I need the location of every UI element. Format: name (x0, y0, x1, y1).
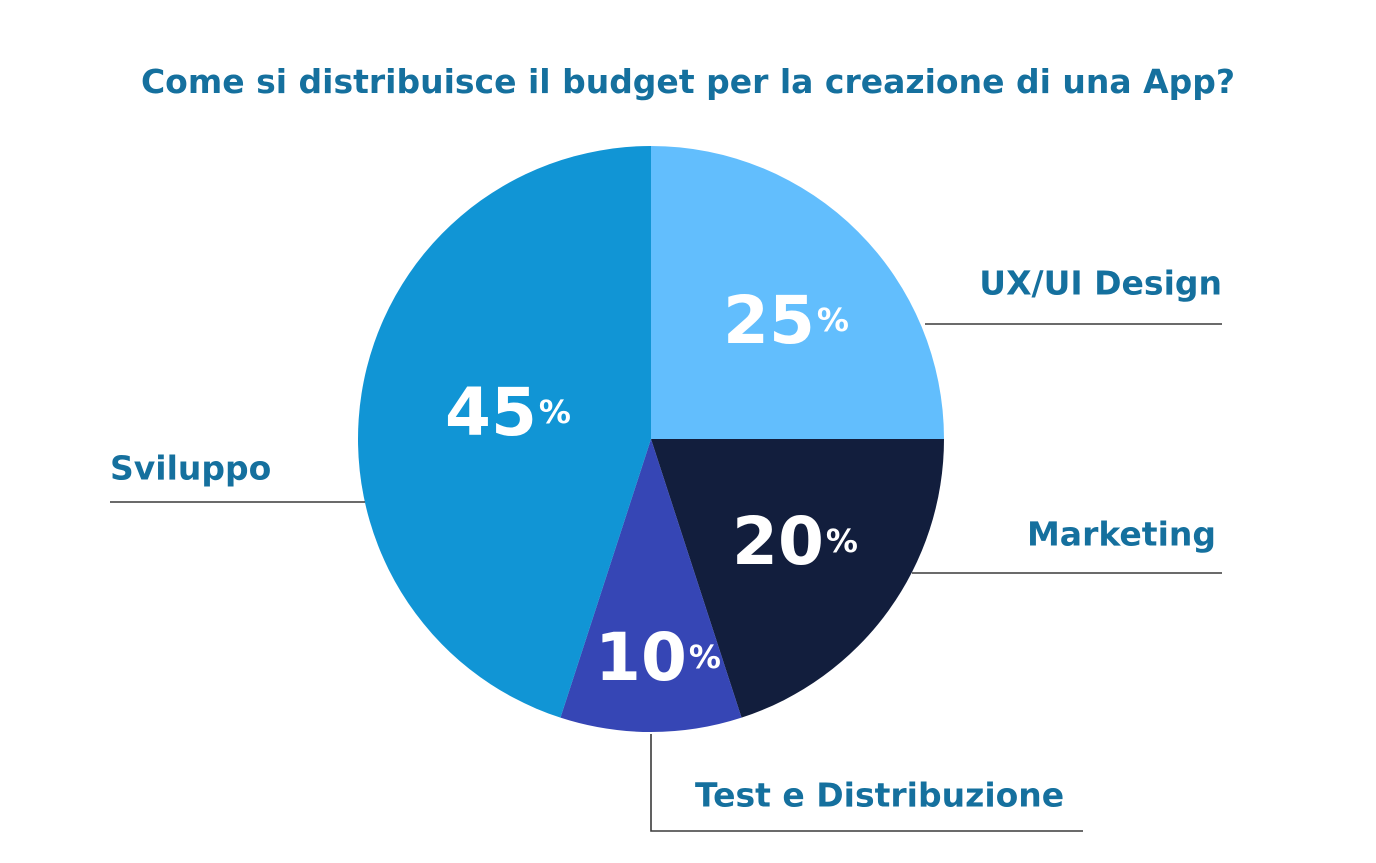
percent-sign: % (539, 393, 571, 431)
pie-slice-test-e-distribuzione (560, 439, 742, 732)
value-number: 25 (723, 282, 815, 359)
value-label-ux-ui-design: 25% (723, 282, 849, 359)
percent-sign: % (817, 301, 849, 339)
percent-sign: % (689, 638, 721, 676)
value-label-sviluppo: 45% (445, 374, 571, 451)
slices-layer (358, 146, 944, 732)
category-label-ux-ui-design: UX/UI Design (979, 264, 1222, 303)
category-label-sviluppo: Sviluppo (110, 449, 271, 488)
category-label-test-e-distribuzione: Test e Distribuzione (695, 776, 1064, 815)
leader-lines (110, 323, 1222, 832)
pie-slice-ux-ui-design (651, 146, 944, 439)
category-label-marketing: Marketing (1027, 515, 1216, 554)
value-label-test-e-distribuzione: 10% (595, 619, 721, 696)
value-number: 20 (732, 503, 824, 580)
pie-slice-marketing (651, 439, 944, 718)
chart-title: Come si distribuisce il budget per la cr… (141, 62, 1235, 101)
value-number: 10 (595, 619, 687, 696)
percent-sign: % (826, 522, 858, 560)
pie-slice-sviluppo (358, 146, 651, 718)
labels-layer: 25% UX/UI Design 20% Marketing 10% Test e Dis… (110, 264, 1222, 815)
leader-line-test-e-distribuzione (650, 734, 1083, 832)
value-label-marketing: 20% (732, 503, 858, 580)
value-number: 45 (445, 374, 537, 451)
